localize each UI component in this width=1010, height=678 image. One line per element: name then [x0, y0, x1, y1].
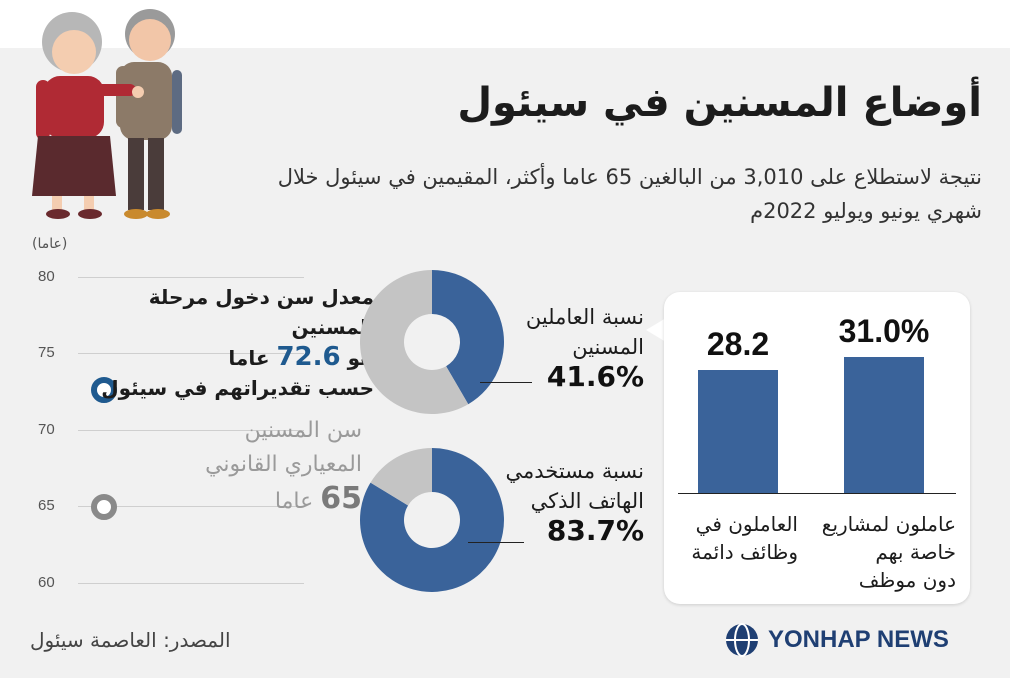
bar-permanent-label: العاملون في وظائف دائمة	[668, 510, 798, 566]
legal-age-line1: سن المسنين	[244, 418, 362, 443]
average-age-marker	[91, 377, 117, 404]
page-title: أوضاع المسنين في سيئول	[457, 80, 982, 126]
legal-age-suffix: عاما	[274, 489, 314, 514]
working-slice-value	[432, 270, 504, 405]
legal-age-value: 65	[320, 481, 362, 516]
axis-unit-label: (عاما)	[32, 236, 68, 252]
smartphone-slice-rest	[370, 448, 432, 506]
average-age-annotation: معدل سن دخول مرحلة المسنين هو 72.6 عاما …	[74, 282, 374, 403]
card-pointer	[646, 318, 666, 342]
legal-age-annotation: سن المسنين المعياري القانوني 65 عاما	[102, 414, 362, 519]
bar-self-employed-label-line1: عاملون لمشاريع	[821, 512, 956, 536]
bar-self-employed-value: 31.0%	[838, 313, 930, 350]
axis-tick-label: 80	[38, 268, 55, 285]
bar-permanent-jobs	[698, 369, 778, 493]
axis-tick-label: 70	[38, 421, 55, 438]
average-age-value: 72.6	[276, 342, 341, 372]
bar-self-employed-label-line2: خاصة بهم	[875, 540, 956, 564]
bar-permanent-value: 28.2	[706, 325, 770, 362]
smartphone-label-line1: نسبة مستخدمي	[505, 459, 645, 483]
working-elderly-value: 41.6%	[546, 360, 644, 393]
legal-age-line2: المعياري القانوني	[205, 452, 362, 477]
working-elderly-label: نسبة العاملين المسنين 41.6%	[484, 302, 644, 392]
smartphone-label-line2: الهاتف الذكي	[530, 489, 644, 513]
bar-self-employed-label-line3: دون موظف	[858, 568, 956, 592]
page-subtitle: نتيجة لاستطلاع على 3,010 من البالغين 65 …	[277, 165, 982, 223]
source-note: المصدر: العاصمة سيئول	[30, 628, 231, 652]
average-age-line2: هو 72.6 عاما	[74, 342, 374, 373]
yonhap-logo-text: YONHAP NEWS	[768, 626, 949, 653]
grid-line	[78, 506, 304, 507]
smartphone-slice-value	[360, 448, 504, 592]
legal-age-marker	[91, 493, 117, 520]
average-age-suffix: عاما	[228, 346, 270, 370]
employment-bar-card: 28.2 31.0% العاملون في وظائف دائمة عاملو…	[664, 292, 970, 604]
bar-permanent-label-line2: وظائف دائمة	[691, 540, 798, 564]
axis-tick-label: 65	[38, 497, 55, 514]
bar-permanent-label-line1: العاملون في	[695, 512, 798, 536]
axis-tick-label: 60	[38, 574, 55, 591]
grid-line	[78, 583, 304, 584]
smartphone-users-value: 83.7%	[546, 514, 644, 547]
grid-line	[78, 430, 304, 431]
grid-line	[78, 277, 304, 278]
working-elderly-donut	[360, 270, 504, 414]
working-label-line2: المسنين	[572, 335, 644, 359]
elderly-couple-illustration	[32, 9, 182, 219]
average-age-line3: حسب تقديراتهم في سيئول	[101, 376, 374, 400]
legal-age-line3: 65 عاما	[102, 482, 362, 519]
yonhap-globe-icon	[726, 623, 758, 657]
bar-self-employed	[844, 357, 924, 493]
average-age-line1: معدل سن دخول مرحلة المسنين	[148, 285, 374, 339]
smartphone-users-label: نسبة مستخدمي الهاتف الذكي 83.7%	[464, 456, 645, 547]
bar-self-employed-label: عاملون لمشاريع خاصة بهم دون موظف	[806, 510, 956, 594]
smartphone-leader-line	[468, 542, 524, 543]
axis-tick-label: 75	[38, 344, 55, 361]
yonhap-logo: YONHAP NEWS	[724, 620, 949, 660]
bar-baseline	[678, 493, 956, 494]
working-leader-line	[480, 382, 532, 383]
smartphone-users-donut	[360, 448, 504, 592]
grid-line	[78, 353, 304, 354]
working-slice-rest	[360, 270, 469, 414]
working-label-line1: نسبة العاملين	[525, 305, 644, 329]
